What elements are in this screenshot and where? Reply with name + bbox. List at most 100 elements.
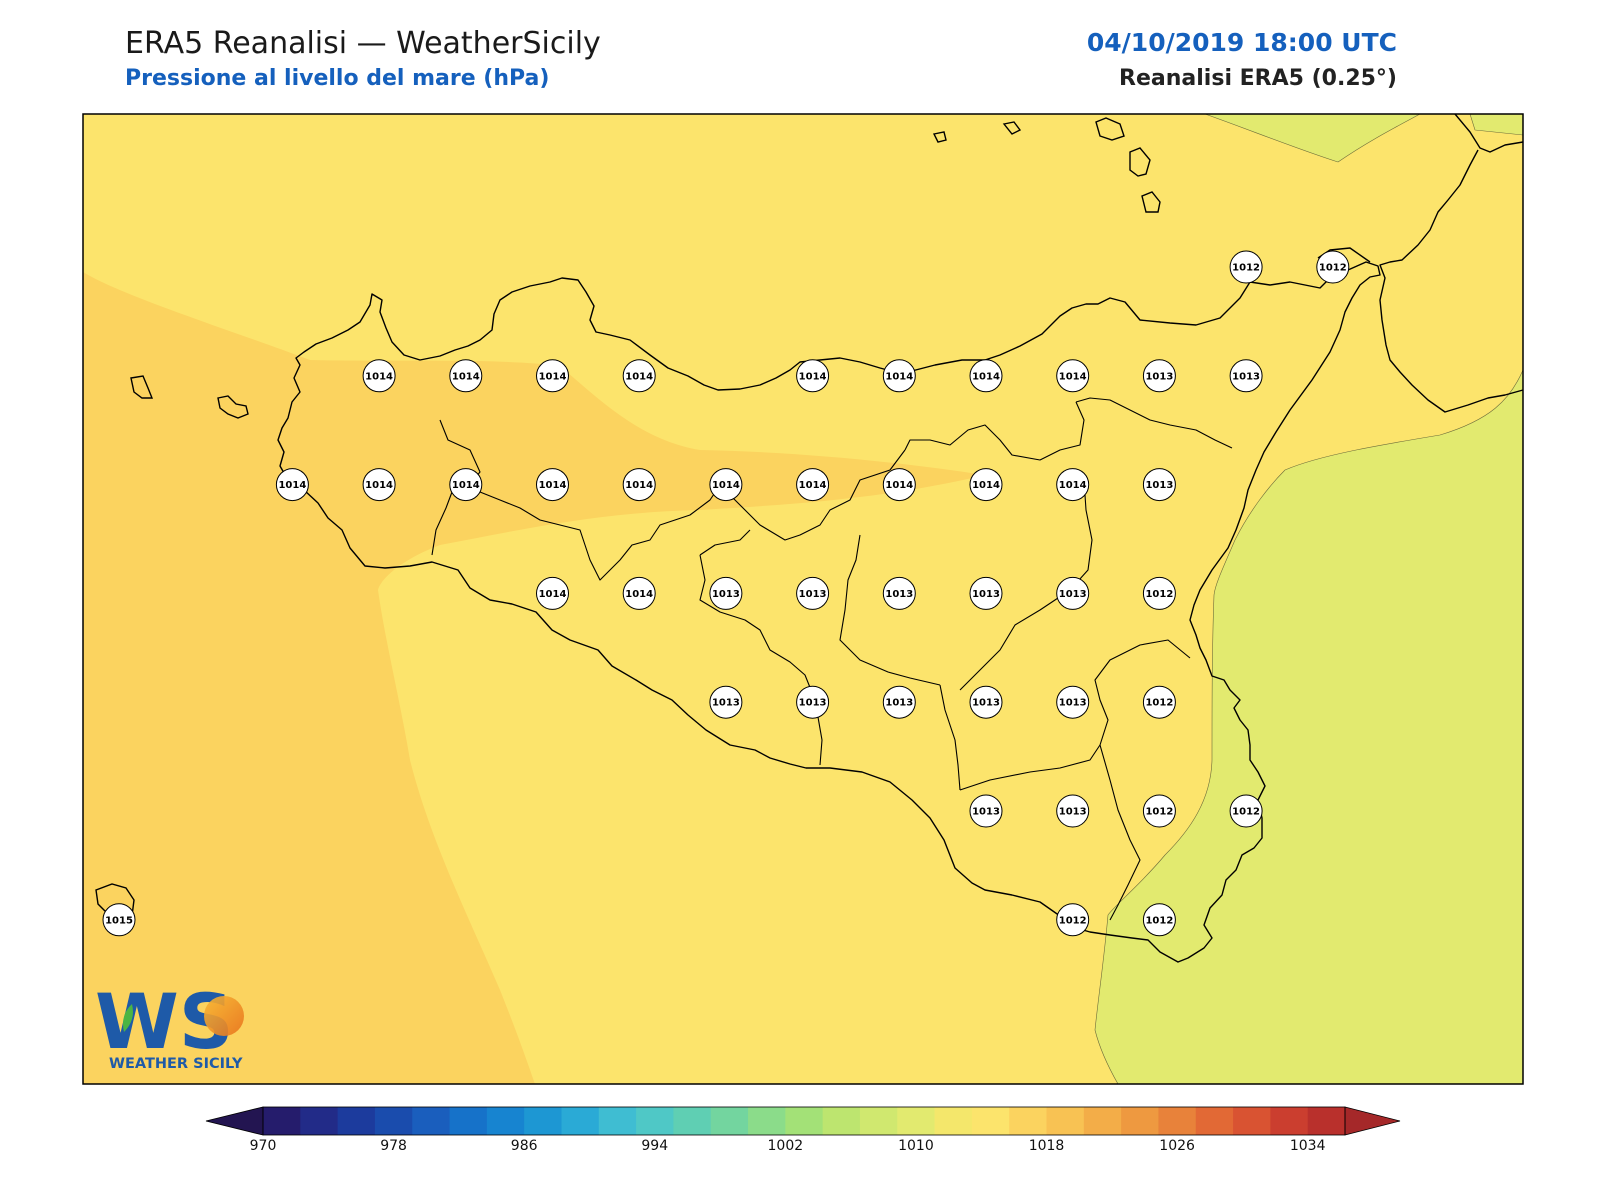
pressure-label-value: 1013 xyxy=(799,698,827,709)
pressure-label-circle xyxy=(1056,576,1090,610)
pressure-label-value: 1013 xyxy=(1059,589,1087,600)
pressure-label: 1013 xyxy=(969,794,1003,828)
pressure-label: 1014 xyxy=(449,468,483,502)
border-enna-messina xyxy=(904,401,1085,461)
coastlines xyxy=(277,113,1524,963)
pressure-label-value: 1015 xyxy=(105,915,133,926)
pressure-label-value: 1014 xyxy=(1059,480,1087,491)
colorbar-tick-label: 986 xyxy=(511,1138,538,1154)
colorbar-cell xyxy=(486,1107,525,1135)
pressure-label: 1014 xyxy=(536,359,569,393)
colorbar-cell xyxy=(300,1107,339,1135)
pressure-band-1010-corner xyxy=(1469,114,1523,136)
map-subtitle: Pressione al livello del mare (hPa) xyxy=(125,66,550,91)
pressure-label-value: 1014 xyxy=(972,371,1000,382)
pressure-label-value: 1014 xyxy=(452,480,480,491)
colorbar-cell xyxy=(1083,1107,1122,1135)
colorbar-cell xyxy=(374,1107,413,1135)
pressure-label-circle xyxy=(1142,903,1176,937)
favignana-island xyxy=(217,395,249,419)
colorbar-low-extension xyxy=(205,1106,264,1136)
pressure-label-circle xyxy=(969,685,1003,719)
pressure-label-value: 1014 xyxy=(539,371,567,382)
pressure-label-circle xyxy=(1229,794,1263,828)
pressure-label: 1012 xyxy=(1142,685,1176,719)
pressure-label-value: 1013 xyxy=(1059,807,1087,818)
pressure-label-circle xyxy=(709,468,743,502)
logo-subtext: WEATHER SICILY xyxy=(109,1056,243,1072)
pressure-label-circle xyxy=(362,468,396,502)
pressure-label-circle xyxy=(1056,794,1090,828)
colorbar-cell xyxy=(1270,1107,1309,1135)
pressure-label: 1014 xyxy=(1056,468,1090,502)
pressure-label-circle xyxy=(1142,359,1176,393)
pressure-label-value: 1014 xyxy=(799,480,827,491)
pressure-label-value: 1012 xyxy=(1145,807,1173,818)
marettimo-island xyxy=(130,375,154,399)
pressure-label-value: 1013 xyxy=(1145,371,1173,382)
pressure-label-circle xyxy=(1142,794,1176,828)
pressure-label: 1012 xyxy=(1142,903,1176,937)
colorbar-high-extension xyxy=(1344,1106,1401,1136)
pressure-label-value: 1014 xyxy=(885,480,913,491)
province-boundaries xyxy=(431,397,1233,921)
pressure-label-value: 1013 xyxy=(885,698,913,709)
pressure-label-value: 1013 xyxy=(712,589,740,600)
calabria-coastline xyxy=(1379,113,1524,413)
pressure-label: 1014 xyxy=(882,468,916,502)
colorbar-cell xyxy=(561,1107,600,1135)
colorbar-ticks: 970 978 986 994 1002 1010 1018 1026 1034 xyxy=(250,1138,1326,1154)
pressure-label: 1013 xyxy=(709,685,743,719)
pressure-label-value: 1013 xyxy=(1145,480,1173,491)
pressure-label: 1013 xyxy=(709,576,743,610)
colorbar-tick-label: 1018 xyxy=(1029,1138,1065,1154)
pressure-label-value: 1013 xyxy=(799,589,827,600)
data-source: Reanalisi ERA5 (0.25°) xyxy=(1119,66,1397,91)
colorbar-cell xyxy=(636,1107,674,1135)
pressure-label-value: 1014 xyxy=(625,480,653,491)
sicily-coastline xyxy=(277,261,1381,963)
pressure-label: 1013 xyxy=(882,685,916,719)
pressure-label-value: 1014 xyxy=(885,371,913,382)
pressure-label-value: 1014 xyxy=(625,371,653,382)
pressure-label-circle xyxy=(1056,468,1090,502)
pressure-label-circle xyxy=(882,468,916,502)
pressure-label-value: 1012 xyxy=(1145,698,1173,709)
pressure-label-value: 1013 xyxy=(972,807,1000,818)
border-ragusa-siracusa xyxy=(1099,744,1141,921)
vulcano-island xyxy=(1141,191,1161,213)
colorbar-outline xyxy=(262,1106,1346,1136)
pressure-label: 1012 xyxy=(1316,250,1350,284)
pressure-label-circle xyxy=(275,468,309,502)
colorbar-cell xyxy=(1307,1107,1346,1135)
pressure-label-circle xyxy=(969,468,1003,502)
pressure-label: 1012 xyxy=(1142,794,1176,828)
pressure-label: 1014 xyxy=(536,468,569,502)
pressure-label-value: 1014 xyxy=(539,480,567,491)
pressure-label: 1014 xyxy=(622,359,656,393)
pressure-label-value: 1014 xyxy=(712,480,740,491)
pressure-label: 1013 xyxy=(1142,468,1176,502)
colorbar-cell xyxy=(934,1107,973,1135)
pressure-label: 1014 xyxy=(969,359,1003,393)
pressure-label-circle xyxy=(1142,685,1176,719)
colorbar-cell xyxy=(822,1107,861,1135)
pressure-label-circle xyxy=(102,903,136,937)
pressure-label: 1013 xyxy=(969,576,1003,610)
border-palermo-agrigento xyxy=(469,484,721,581)
pressure-label-value: 1013 xyxy=(972,589,1000,600)
pressure-label-value: 1014 xyxy=(278,480,306,491)
pressure-label-circle xyxy=(969,576,1003,610)
colorbar-cell xyxy=(785,1107,824,1135)
colorbar-cell xyxy=(859,1107,898,1135)
pressure-label: 1013 xyxy=(882,576,916,610)
pressure-label-circle xyxy=(1142,468,1176,502)
border-caltanissetta-ragusa xyxy=(939,684,961,791)
alicudi-island xyxy=(932,131,947,143)
pressure-label-circle xyxy=(449,468,483,502)
colorbar-tick-label: 1034 xyxy=(1290,1138,1326,1154)
pressure-label: 1014 xyxy=(709,468,743,502)
pressure-label-circle xyxy=(1056,903,1090,937)
pressure-label: 1012 xyxy=(1229,794,1263,828)
